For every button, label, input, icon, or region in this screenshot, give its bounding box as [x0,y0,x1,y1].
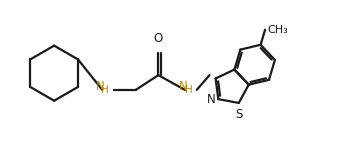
Text: N: N [207,93,215,106]
Text: H: H [185,85,193,95]
Text: H: H [101,85,109,95]
Text: N: N [179,80,188,93]
Text: CH₃: CH₃ [267,25,288,35]
Text: S: S [235,108,243,121]
Text: O: O [154,32,163,45]
Text: N: N [96,80,104,93]
